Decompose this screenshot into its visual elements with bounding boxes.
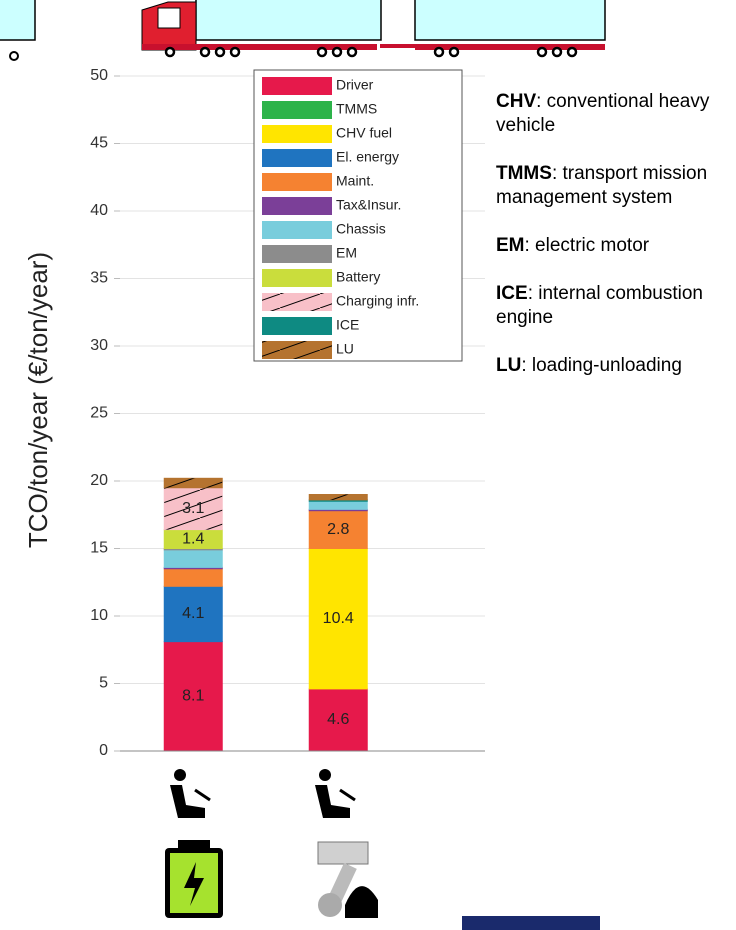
legend-hatch xyxy=(262,293,332,311)
y-tick-label: 20 xyxy=(90,472,108,489)
bar-segment xyxy=(163,549,223,568)
legend-label: Charging infr. xyxy=(336,293,419,309)
legend-label: El. energy xyxy=(336,149,399,165)
vehicle-icons xyxy=(165,769,600,930)
legend-swatch xyxy=(262,101,332,119)
annotation-term: TMMS xyxy=(496,163,552,184)
annotation-text: : conventional heavy vehicle xyxy=(496,91,710,136)
bar-hatch xyxy=(309,494,368,500)
y-tick-label: 35 xyxy=(90,270,108,287)
annotation-term: EM xyxy=(496,235,525,256)
y-tick-label: 40 xyxy=(90,202,108,219)
legend-label: Maint. xyxy=(336,173,374,189)
bar-segment xyxy=(308,548,368,690)
y-tick-label: 0 xyxy=(99,742,108,759)
legend-label: LU xyxy=(336,341,354,357)
data-label: 4.1 xyxy=(182,605,204,622)
bar-segment xyxy=(163,641,223,752)
legend-label: TMMS xyxy=(336,101,377,117)
data-label: 1.4 xyxy=(182,530,204,547)
legend: Driver TMMS CHV fuel El. energy Maint. Tax&In… xyxy=(253,69,463,362)
legend-label: Battery xyxy=(336,269,380,285)
legend-label: CHV fuel xyxy=(336,125,392,141)
y-tick-label: 30 xyxy=(90,337,108,354)
y-tick-label: 10 xyxy=(90,607,108,624)
legend-swatch xyxy=(262,269,332,287)
data-label: 4.6 xyxy=(327,711,349,728)
legend-hatch xyxy=(262,341,332,359)
bar-segment xyxy=(308,500,368,510)
bar-hatch xyxy=(164,478,223,488)
legend-swatch xyxy=(262,221,332,239)
y-tick-label: 5 xyxy=(99,675,108,692)
legend-swatch xyxy=(262,317,332,335)
annotation-text: : electric motor xyxy=(524,235,650,256)
data-label: 2.8 xyxy=(327,521,349,538)
bar-segment xyxy=(308,688,368,752)
annotation: EM: electric motor xyxy=(496,234,728,258)
annotation-text: : loading-unloading xyxy=(521,355,682,376)
truck-icons xyxy=(0,0,606,61)
legend-label: EM xyxy=(336,245,357,261)
annotation: LU: loading-unloading xyxy=(496,354,728,378)
legend-swatch xyxy=(262,77,332,95)
annotation: CHV: conventional heavy vehicle xyxy=(496,90,728,138)
data-label: 10.4 xyxy=(323,610,354,627)
bar-segment xyxy=(163,585,223,643)
annotation: TMMS: transport mission management syste… xyxy=(496,162,728,210)
legend-swatch xyxy=(262,149,332,167)
bar-hatch xyxy=(164,487,223,530)
legend-label: Tax&Insur. xyxy=(336,197,401,213)
annotation-term: LU xyxy=(496,355,522,376)
y-tick-label: 25 xyxy=(90,405,108,422)
y-tick-label: 50 xyxy=(90,67,108,84)
legend-label: Driver xyxy=(336,77,374,93)
annotation-text: : internal combustion engine xyxy=(496,283,704,328)
legend-swatch xyxy=(262,197,332,215)
annotation-term: CHV xyxy=(496,91,537,112)
y-axis-label: TCO/ton/year (€/ton/year) xyxy=(23,252,53,548)
annotation-term: ICE xyxy=(496,283,528,304)
legend-swatch xyxy=(262,173,332,191)
annotation-text: : transport mission management system xyxy=(496,163,708,208)
data-label: 8.1 xyxy=(182,688,204,705)
legend-label: Chassis xyxy=(336,221,386,237)
annotations: CHV: conventional heavy vehicle TMMS: tra… xyxy=(496,90,728,402)
y-tick-label: 45 xyxy=(90,135,108,152)
data-label: 3.1 xyxy=(182,500,204,517)
y-tick-label: 15 xyxy=(90,540,108,557)
legend-swatch xyxy=(262,245,332,263)
bar-segment xyxy=(163,568,223,587)
annotation: ICE: internal combustion engine xyxy=(496,282,728,330)
legend-label: ICE xyxy=(336,317,359,333)
legend-swatch xyxy=(262,125,332,143)
